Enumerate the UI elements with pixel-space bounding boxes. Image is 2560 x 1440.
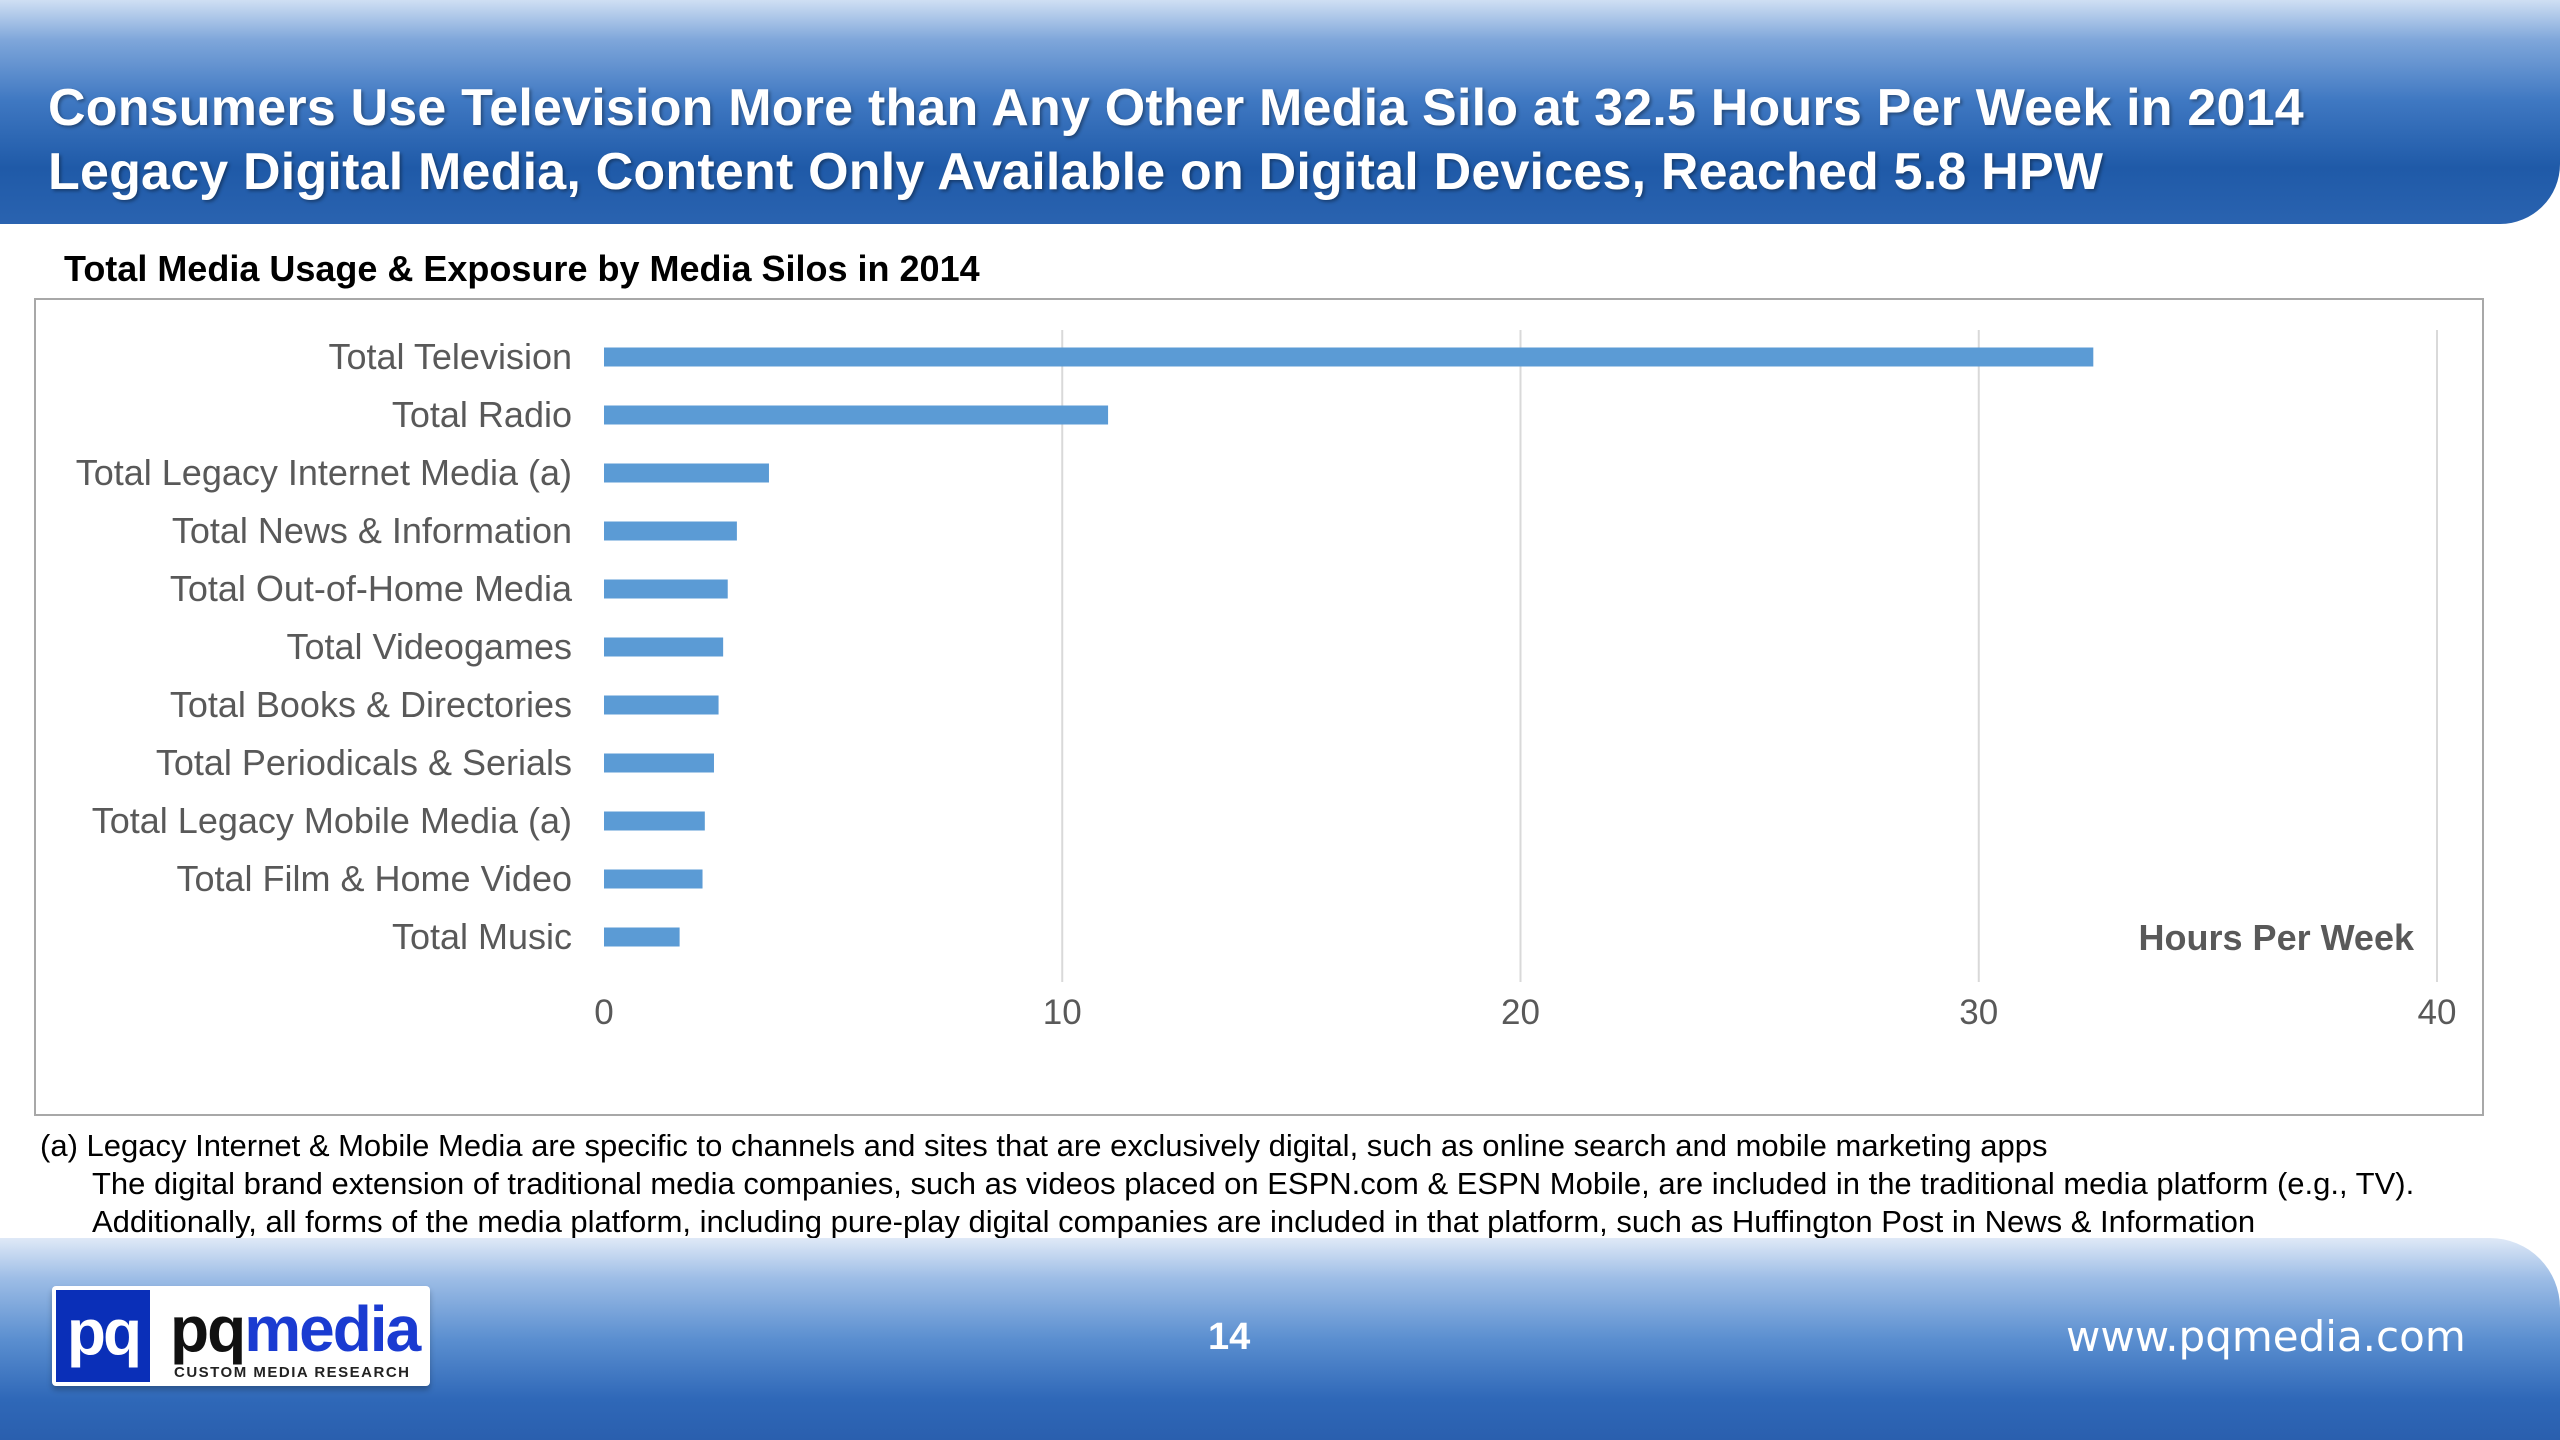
headline-line-2: Legacy Digital Media, Content Only Avail… <box>48 143 2104 201</box>
x-tick-label-0: 0 <box>594 993 613 1032</box>
category-label-4: Total Out-of-Home Media <box>170 568 573 609</box>
x-tick-label-30: 30 <box>1959 993 1998 1032</box>
category-label-0: Total Television <box>329 336 572 377</box>
page-number: 14 <box>1208 1316 1251 1358</box>
x-axis-title: Hours Per Week <box>2139 917 2415 958</box>
category-label-1: Total Radio <box>392 394 572 435</box>
bar-10 <box>604 927 680 947</box>
category-label-7: Total Periodicals & Serials <box>156 742 572 783</box>
category-label-3: Total News & Information <box>172 510 572 551</box>
bar-chart: Total Television Total Radio Total Legacy … <box>76 330 2457 1032</box>
category-label-6: Total Books & Directories <box>170 684 572 725</box>
header-banner: Consumers Use Television More than Any O… <box>0 0 2560 224</box>
logo-word-pq: pq <box>170 1293 246 1365</box>
chart-frame: Total Television Total Radio Total Legacy … <box>34 298 2484 1116</box>
bar-7 <box>604 753 714 773</box>
logo-wordmark: pqmedia <box>170 1292 421 1366</box>
footnote-line-2: The digital brand extension of tradition… <box>92 1166 2415 1201</box>
bar-0 <box>604 347 2094 367</box>
bar-4 <box>604 579 728 599</box>
logo-mark: pq <box>56 1290 150 1382</box>
logo-tagline: CUSTOM MEDIA RESEARCH <box>174 1364 411 1381</box>
x-tick-label-40: 40 <box>2418 993 2457 1032</box>
footnote-line-1: (a) Legacy Internet & Mobile Media are s… <box>40 1128 2048 1163</box>
footnote-line-3: Additionally, all forms of the media pla… <box>92 1204 2256 1239</box>
x-tick-label-10: 10 <box>1043 993 1082 1032</box>
category-label-8: Total Legacy Mobile Media (a) <box>92 800 572 841</box>
headline-line-1: Consumers Use Television More than Any O… <box>48 79 2304 137</box>
chart-subtitle: Total Media Usage & Exposure by Media Si… <box>64 248 980 289</box>
pqmedia-logo: pq pqmedia CUSTOM MEDIA RESEARCH <box>52 1286 430 1386</box>
bar-8 <box>604 811 705 831</box>
category-label-9: Total Film & Home Video <box>177 858 573 899</box>
bar-3 <box>604 521 737 541</box>
bar-2 <box>604 463 769 483</box>
category-label-5: Total Videogames <box>286 626 572 667</box>
bar-9 <box>604 869 703 889</box>
bar-1 <box>604 405 1109 425</box>
x-tick-label-20: 20 <box>1501 993 1540 1032</box>
bar-6 <box>604 695 719 715</box>
bar-5 <box>604 637 724 657</box>
website-link[interactable]: www.pqmedia.com <box>2066 1312 2466 1361</box>
logo-word-media: media <box>244 1293 421 1365</box>
category-label-10: Total Music <box>392 916 572 957</box>
category-label-2: Total Legacy Internet Media (a) <box>76 452 572 493</box>
